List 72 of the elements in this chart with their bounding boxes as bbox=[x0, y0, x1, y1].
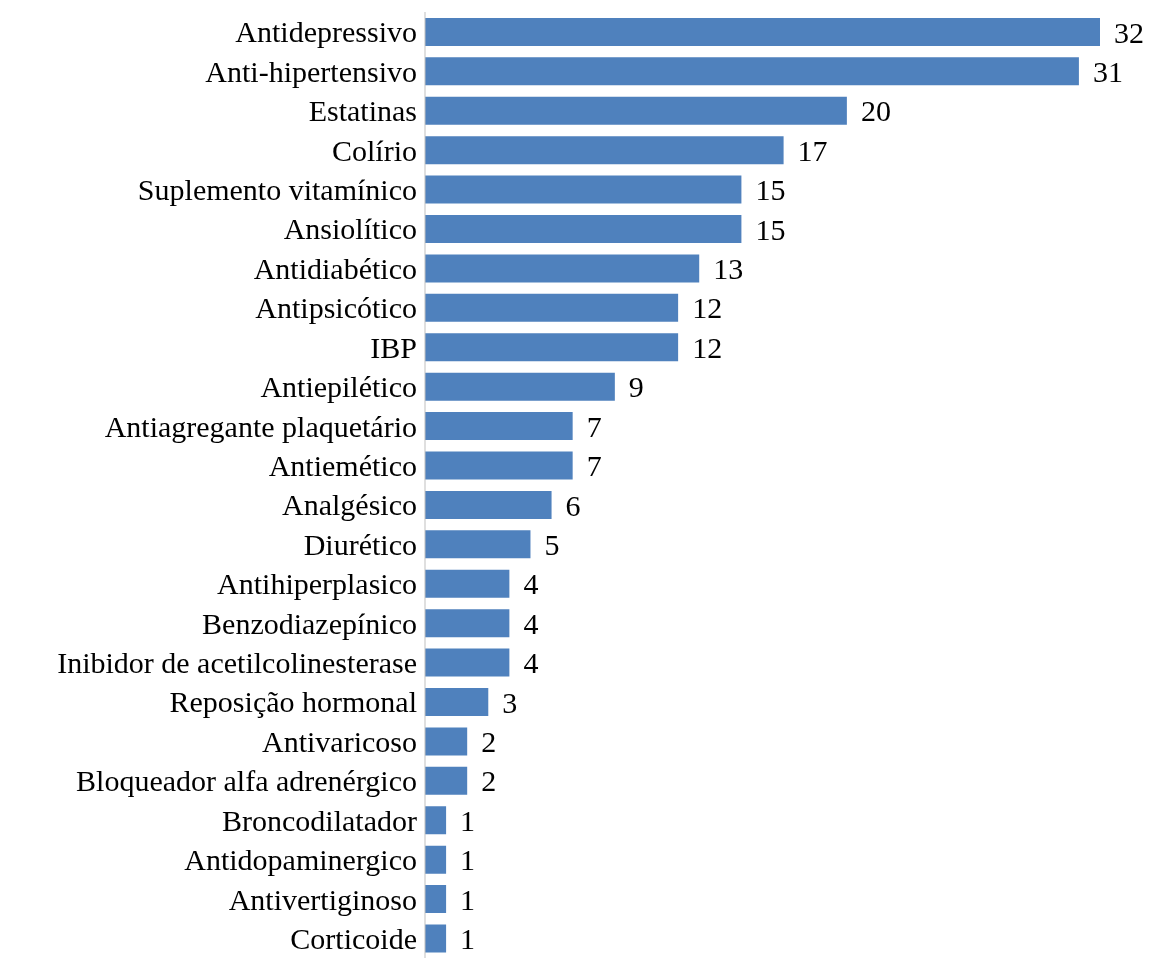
y-tick-label: Antidiabético bbox=[253, 251, 417, 285]
y-tick-label: Antipsicótico bbox=[255, 291, 417, 325]
data-label: 4 bbox=[523, 606, 539, 640]
data-label: 3 bbox=[502, 685, 518, 719]
data-label: 1 bbox=[460, 922, 476, 956]
bar bbox=[425, 688, 489, 716]
y-tick-label: Colírio bbox=[331, 133, 417, 167]
y-tick-label: Anti-hipertensivo bbox=[205, 54, 417, 88]
bar bbox=[425, 136, 784, 165]
data-label: 9 bbox=[628, 370, 644, 404]
data-label: 1 bbox=[460, 882, 476, 916]
y-tick-label: Suplemento vitamínico bbox=[137, 173, 417, 207]
bar bbox=[425, 451, 573, 480]
data-label: 15 bbox=[755, 212, 786, 246]
data-label: 7 bbox=[586, 409, 602, 443]
bar bbox=[425, 924, 447, 953]
bar bbox=[425, 648, 510, 677]
bar bbox=[425, 254, 700, 283]
bar bbox=[425, 530, 531, 559]
bar bbox=[425, 96, 847, 125]
y-tick-label: Estatinas bbox=[308, 94, 417, 128]
bar bbox=[425, 215, 742, 243]
data-label: 13 bbox=[713, 252, 744, 286]
y-tick-label: Analgésico bbox=[282, 488, 417, 522]
bar bbox=[425, 845, 447, 874]
data-label: 1 bbox=[460, 803, 476, 837]
data-label: 4 bbox=[523, 646, 539, 680]
bar bbox=[425, 766, 468, 795]
y-tick-label: Ansiolítico bbox=[283, 212, 417, 246]
data-label: 17 bbox=[797, 133, 828, 167]
y-tick-label: Antidopaminergico bbox=[184, 843, 417, 877]
y-tick-label: Reposição hormonal bbox=[169, 685, 417, 719]
y-tick-label: Corticoide bbox=[290, 921, 417, 955]
data-label: 5 bbox=[544, 527, 560, 561]
y-tick-label: Bloqueador alfa adrenérgico bbox=[76, 764, 417, 798]
data-label: 32 bbox=[1114, 15, 1144, 49]
bar bbox=[425, 333, 679, 362]
bar bbox=[425, 293, 679, 322]
data-label: 6 bbox=[565, 488, 581, 522]
bar bbox=[425, 806, 447, 835]
y-tick-label: Antiemético bbox=[268, 448, 417, 482]
bar bbox=[425, 17, 1100, 46]
y-tick-label: Benzodiazepínico bbox=[202, 606, 417, 640]
bar bbox=[425, 885, 447, 914]
bar bbox=[425, 609, 510, 638]
data-label: 12 bbox=[692, 291, 723, 325]
data-label: 2 bbox=[481, 764, 497, 798]
bar bbox=[425, 569, 510, 598]
bar bbox=[425, 490, 552, 519]
y-tick-label: Diurético bbox=[303, 527, 417, 561]
bar bbox=[425, 727, 468, 756]
data-label: 7 bbox=[586, 449, 602, 483]
y-tick-label: IBP bbox=[370, 330, 417, 364]
y-tick-label: Antivertiginoso bbox=[228, 882, 417, 916]
y-tick-label: Antidepressivo bbox=[235, 15, 417, 49]
bar bbox=[425, 412, 573, 441]
data-label: 15 bbox=[755, 173, 786, 207]
bar bbox=[425, 57, 1079, 86]
y-tick-label: Inibidor de acetilcolinesterase bbox=[57, 646, 417, 680]
bar bbox=[425, 372, 615, 401]
y-tick-label: Antiepilético bbox=[260, 370, 417, 404]
bar bbox=[425, 175, 742, 204]
y-tick-label: Antiagregante plaquetário bbox=[104, 409, 417, 443]
data-label: 4 bbox=[523, 567, 539, 601]
y-tick-label: Antivaricoso bbox=[262, 724, 417, 758]
y-tick-label: Antihiperplasico bbox=[217, 567, 417, 601]
data-label: 12 bbox=[692, 330, 723, 364]
data-label: 20 bbox=[860, 94, 891, 128]
y-tick-label: Broncodilatador bbox=[222, 803, 417, 837]
data-label: 2 bbox=[481, 725, 497, 759]
data-label: 1 bbox=[460, 843, 476, 877]
data-label: 31 bbox=[1092, 54, 1123, 88]
